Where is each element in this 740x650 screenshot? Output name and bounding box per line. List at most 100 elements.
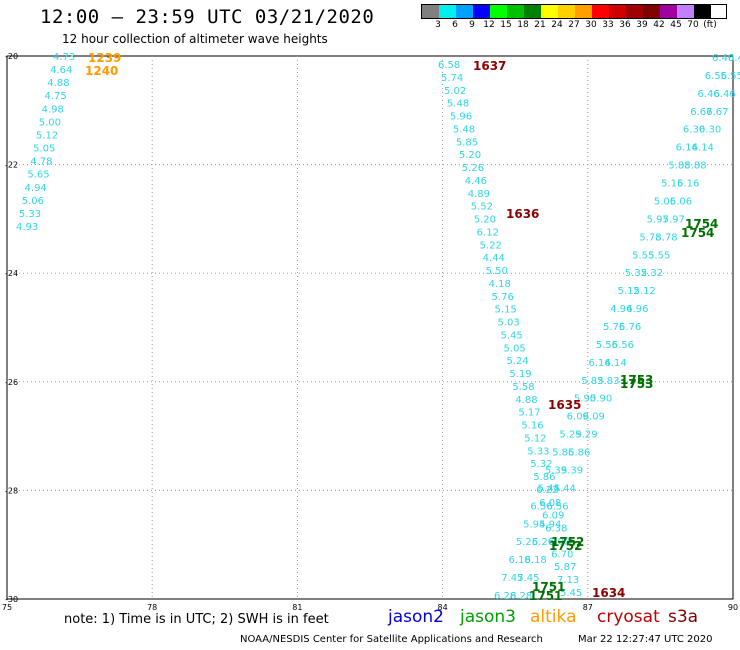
east-track-value: 6.14 (676, 143, 698, 154)
lon-tick-label: 75 (2, 603, 12, 612)
footer-credit: NOAA/NESDIS Center for Satellite Applica… (240, 634, 543, 645)
pass-time-label: 1751 (532, 580, 565, 594)
lat-tick-label: -30 (5, 595, 18, 604)
west-track-value: 5.65 (27, 170, 49, 181)
middle-track-value: 4.46 (465, 176, 487, 187)
east-track-value: 5.06 (654, 196, 676, 207)
west-track-value: 4.78 (30, 157, 52, 168)
east-track-value: 5.32 (641, 268, 663, 279)
east-track-value: 5.16 (661, 179, 683, 190)
east-track-value: 6.46 (697, 89, 719, 100)
middle-track-value: 5.17 (518, 408, 540, 419)
mission-cryosat: cryosat (597, 607, 660, 627)
middle-track-value: 5.15 (495, 305, 517, 316)
legend-swatch (524, 5, 541, 18)
west-track-value: 5.05 (33, 144, 55, 155)
legend-label: 12 (483, 20, 495, 30)
middle-track-value: 5.16 (521, 421, 543, 432)
middle-track-value: 4.18 (489, 279, 511, 290)
lon-tick-label: 81 (292, 603, 302, 612)
legend-label: 42 (653, 20, 665, 30)
legend-swatches (421, 4, 727, 19)
lat-tick-label: -24 (5, 269, 18, 278)
pass-time-label: 1635 (548, 398, 581, 412)
legend-label: 30 (585, 20, 597, 30)
map-frame (6, 55, 734, 600)
east-track-value: 5.94 (523, 519, 545, 530)
east-track-value: 6.40 (728, 53, 740, 64)
legend-swatch (558, 5, 575, 18)
east-track-value: 5.97 (647, 214, 669, 225)
pass-time-label: 1752 (549, 539, 582, 553)
lat-tick-label: -26 (5, 378, 18, 387)
middle-track-value: 5.86 (533, 472, 555, 483)
legend-swatch (541, 5, 558, 18)
lat-lon-grid (7, 56, 733, 599)
lon-tick-label: 84 (438, 603, 448, 612)
east-track-value: 5.83 (597, 376, 619, 387)
east-track-value: 6.18 (525, 555, 547, 566)
legend-label: 70 (687, 20, 699, 30)
middle-track-value: 5.12 (524, 433, 546, 444)
middle-track-value: 6.08 (539, 498, 561, 509)
legend-swatch (592, 5, 609, 18)
legend-swatch (694, 5, 711, 18)
middle-track-value: 5.87 (554, 562, 576, 573)
east-track-value: 6.56 (530, 501, 552, 512)
west-track-value: 4.93 (16, 222, 38, 233)
east-track-value: 6.18 (509, 555, 531, 566)
east-track-value: 4.96 (626, 304, 648, 315)
middle-track-value: 5.24 (506, 356, 528, 367)
legend-label: 9 (469, 20, 475, 30)
east-track-value: 5.39 (561, 465, 583, 476)
west-track-value: 5.33 (19, 209, 41, 220)
pass-time-label: 1752 (551, 535, 584, 549)
legend-label: 24 (551, 20, 563, 30)
east-track-value: 5.76 (603, 322, 625, 333)
middle-track-value: 5.85 (456, 137, 478, 148)
east-track-value: 6.28 (510, 591, 532, 602)
middle-track-value: 7.13 (557, 575, 579, 586)
east-track-value: 5.83 (581, 376, 603, 387)
mission-s3a: s3a (668, 607, 699, 627)
west-track-value: 4.88 (47, 78, 69, 89)
legend-label: 21 (534, 20, 546, 30)
east-track-value: 5.97 (663, 214, 685, 225)
middle-track-value: 6.22 (536, 485, 558, 496)
mission-jason3: jason3 (460, 607, 516, 627)
east-track-value: 6.55 (721, 71, 740, 82)
east-track-value: 5.88 (668, 161, 690, 172)
west-track-value: 4.94 (25, 183, 47, 194)
color-legend: 3 6 9 12 15 18 21 24 27 30 33 36 39 42 45 70 (ft) (421, 4, 727, 33)
legend-swatch (507, 5, 524, 18)
middle-track-value: 5.03 (498, 318, 520, 329)
legend-swatch (660, 5, 677, 18)
middle-track-value: 5.45 (560, 588, 582, 599)
east-track-value: 6.30 (683, 125, 705, 136)
map-subtitle: 12 hour collection of altimeter wave hei… (62, 32, 328, 46)
middle-track-value: 5.26 (462, 163, 484, 174)
map-title: 12:00 – 23:59 UTC 03/21/2020 (40, 6, 375, 28)
middle-track-value: 5.48 (447, 99, 469, 110)
west-track-value: 5.12 (36, 130, 58, 141)
east-track-value: 6.30 (699, 125, 721, 136)
middle-track-value: 5.05 (503, 343, 525, 354)
east-track-value: 5.44 (554, 483, 576, 494)
east-track-value: 5.90 (590, 394, 612, 405)
footer-note: note: 1) Time is in UTC; 2) SWH is in fe… (64, 612, 329, 627)
east-track-value: 5.78 (639, 232, 661, 243)
middle-track-value: 5.02 (444, 86, 466, 97)
lon-tick-label: 78 (147, 603, 157, 612)
lat-tick-label: -22 (5, 161, 18, 170)
east-track-value: 5.55 (648, 250, 670, 261)
pass-time-label: 1240 (85, 64, 118, 78)
legend-label: 39 (636, 20, 648, 30)
legend-swatch (677, 5, 694, 18)
middle-track-value: 6.58 (438, 60, 460, 71)
west-track-value: 4.98 (42, 104, 64, 115)
legend-label: 45 (670, 20, 682, 30)
east-track-value: 5.29 (559, 430, 581, 441)
middle-track-value: 4.44 (483, 253, 505, 264)
